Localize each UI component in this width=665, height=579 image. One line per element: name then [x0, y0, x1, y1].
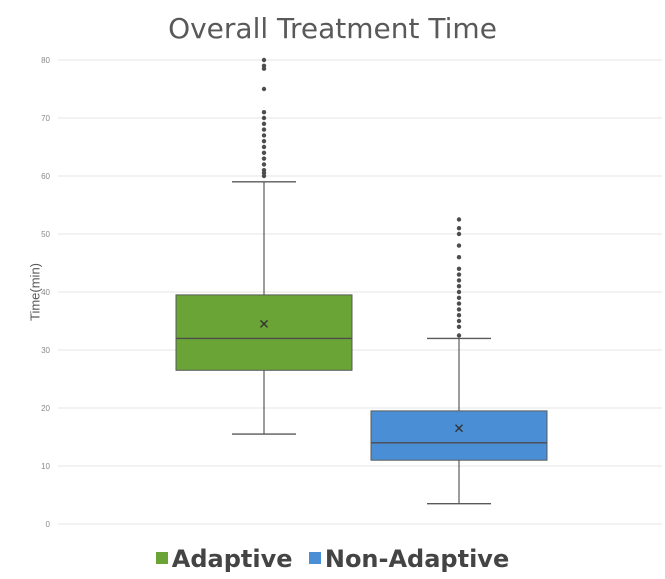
- outlier-point: [456, 313, 462, 318]
- y-tick-label: 20: [41, 404, 50, 413]
- outlier-point: [261, 168, 267, 173]
- mean-marker-stroke: [260, 319, 268, 328]
- outlier-point: [456, 324, 462, 329]
- outlier-point: [261, 133, 267, 138]
- outlier-point: [456, 266, 462, 271]
- outlier-point: [261, 144, 267, 150]
- outlier-point: [456, 318, 462, 324]
- mean-marker-stroke: [455, 424, 463, 433]
- y-tick-label: 50: [41, 230, 50, 239]
- outlier-point: [456, 231, 462, 237]
- outlier-point: [456, 289, 462, 295]
- outlier-point: [261, 121, 267, 127]
- outlier-point: [261, 63, 267, 68]
- legend-item-non-adaptive: Non-Adaptive: [308, 545, 510, 573]
- outlier-point: [456, 301, 462, 306]
- outlier-point: [456, 278, 462, 283]
- outlier-point: [456, 307, 462, 312]
- outlier-point: [456, 295, 462, 300]
- outlier-point: [261, 110, 267, 115]
- boxes: [175, 57, 548, 505]
- outlier-point: [261, 57, 267, 63]
- y-tick-label: 60: [41, 172, 50, 181]
- y-tick-label: 70: [41, 114, 50, 123]
- outlier-point: [456, 217, 462, 222]
- legend-item-adaptive: Adaptive: [155, 545, 293, 573]
- legend: Adaptive Non-Adaptive: [0, 545, 665, 573]
- outlier-point: [261, 127, 267, 132]
- outlier-point: [261, 150, 267, 155]
- y-tick-label: 30: [41, 346, 50, 355]
- box-adaptive: [175, 57, 353, 435]
- outlier-point: [261, 162, 267, 167]
- box-non-adaptive: [370, 217, 548, 505]
- legend-swatch-adaptive: [155, 552, 168, 564]
- legend-label-adaptive: Adaptive: [171, 545, 293, 573]
- outlier-point: [456, 226, 462, 231]
- y-tick-label: 40: [41, 288, 50, 297]
- chart-title: Overall Treatment Time: [168, 12, 497, 45]
- outlier-point: [261, 86, 267, 92]
- y-tick-label: 80: [41, 56, 50, 65]
- y-tick-label: 10: [41, 462, 50, 471]
- outlier-point: [456, 284, 462, 289]
- outlier-point: [261, 156, 267, 161]
- mean-marker: [455, 424, 463, 433]
- outlier-point: [456, 243, 462, 248]
- y-axis-ticks: 0 10 20 30 40 50 60 70 80: [41, 56, 50, 529]
- outlier-point: [261, 139, 267, 144]
- grid-lines: [58, 59, 662, 525]
- outlier-point: [456, 333, 462, 338]
- legend-label-non-adaptive: Non-Adaptive: [324, 545, 510, 573]
- outlier-point: [261, 115, 267, 121]
- outlier-point: [456, 272, 462, 277]
- mean-marker: [260, 319, 268, 328]
- outlier-point: [456, 255, 462, 260]
- legend-swatch-non-adaptive: [308, 552, 321, 564]
- y-tick-label: 0: [46, 520, 51, 529]
- iqr-box: [175, 294, 353, 371]
- iqr-box: [370, 410, 548, 461]
